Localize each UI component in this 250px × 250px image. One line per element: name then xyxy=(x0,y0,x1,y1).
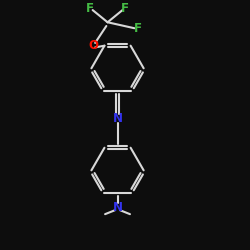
Text: O: O xyxy=(88,39,98,52)
Text: F: F xyxy=(134,22,141,36)
Text: N: N xyxy=(112,201,122,214)
Text: N: N xyxy=(112,112,122,125)
Text: F: F xyxy=(86,2,94,15)
Text: F: F xyxy=(121,2,129,15)
